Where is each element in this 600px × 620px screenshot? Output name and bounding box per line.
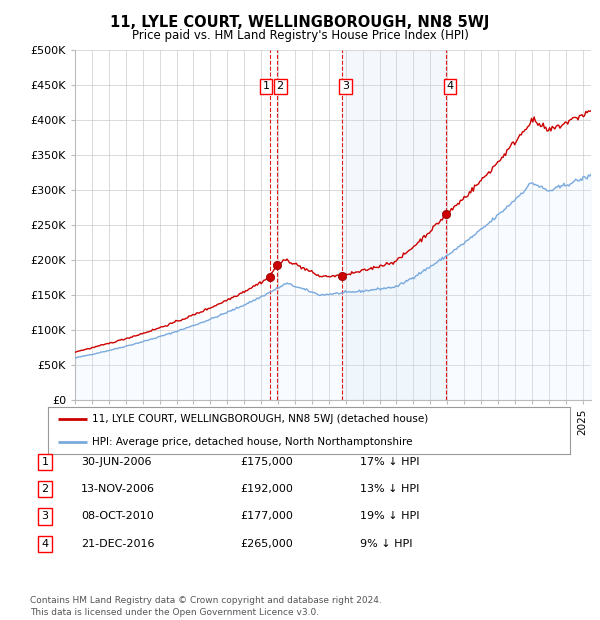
Text: £192,000: £192,000: [240, 484, 293, 494]
Text: 30-JUN-2006: 30-JUN-2006: [81, 457, 151, 467]
Text: £265,000: £265,000: [240, 539, 293, 549]
Text: 13-NOV-2006: 13-NOV-2006: [81, 484, 155, 494]
Text: HPI: Average price, detached house, North Northamptonshire: HPI: Average price, detached house, Nort…: [92, 436, 413, 446]
Text: 3: 3: [342, 81, 349, 91]
Text: 2: 2: [41, 484, 49, 494]
Text: Contains HM Land Registry data © Crown copyright and database right 2024.
This d: Contains HM Land Registry data © Crown c…: [30, 596, 382, 617]
Bar: [342, 50, 446, 400]
Text: 3: 3: [41, 512, 49, 521]
Text: £177,000: £177,000: [240, 512, 293, 521]
Text: 19% ↓ HPI: 19% ↓ HPI: [360, 512, 419, 521]
Text: 17% ↓ HPI: 17% ↓ HPI: [360, 457, 419, 467]
Text: 21-DEC-2016: 21-DEC-2016: [81, 539, 155, 549]
Text: 1: 1: [41, 457, 49, 467]
Text: 11, LYLE COURT, WELLINGBOROUGH, NN8 5WJ (detached house): 11, LYLE COURT, WELLINGBOROUGH, NN8 5WJ …: [92, 414, 428, 424]
Text: 4: 4: [446, 81, 454, 91]
Text: Price paid vs. HM Land Registry's House Price Index (HPI): Price paid vs. HM Land Registry's House …: [131, 29, 469, 42]
Text: 08-OCT-2010: 08-OCT-2010: [81, 512, 154, 521]
Text: 1: 1: [263, 81, 269, 91]
Text: 4: 4: [41, 539, 49, 549]
Text: 2: 2: [277, 81, 284, 91]
Text: 11, LYLE COURT, WELLINGBOROUGH, NN8 5WJ: 11, LYLE COURT, WELLINGBOROUGH, NN8 5WJ: [110, 16, 490, 30]
Text: 13% ↓ HPI: 13% ↓ HPI: [360, 484, 419, 494]
Text: 9% ↓ HPI: 9% ↓ HPI: [360, 539, 413, 549]
Text: £175,000: £175,000: [240, 457, 293, 467]
